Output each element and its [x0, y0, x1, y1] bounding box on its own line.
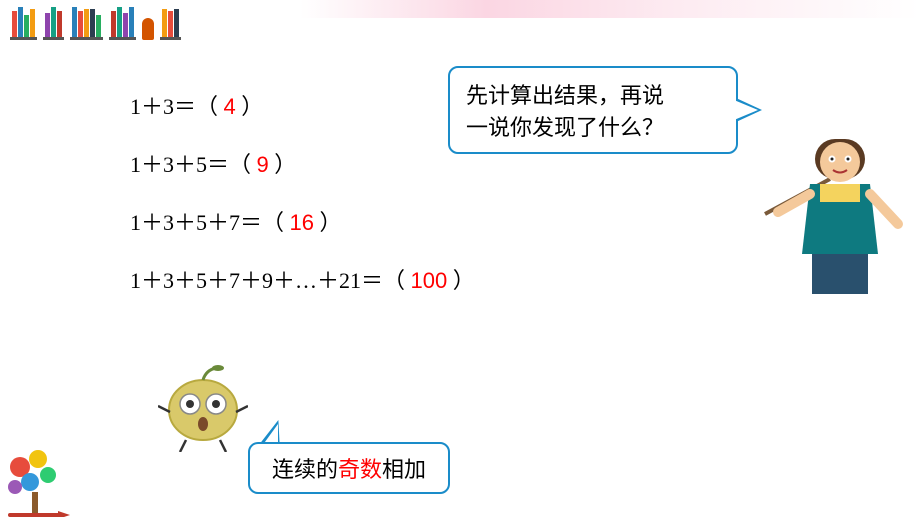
eq-close: ）: [236, 94, 264, 119]
eq-answer: 9: [257, 152, 269, 177]
eq-close: ）: [314, 210, 342, 235]
teacher-illustration: [760, 84, 910, 304]
apple-character: [158, 362, 248, 452]
eq-expr: 1＋3＋5＝（: [130, 152, 257, 177]
eq-expr: 1＋3＋5＋7＋9＋…＋21＝（: [130, 268, 411, 293]
eq-answer: 4: [224, 94, 236, 119]
eq-answer: 16: [290, 210, 314, 235]
speech-line-1: 先计算出结果，再说: [466, 78, 720, 110]
bookshelf-decoration: [10, 2, 310, 40]
eq-expr: 1＋3＝（: [130, 94, 224, 119]
conclusion-box: 连续的奇数相加: [248, 442, 450, 494]
eq-answer: 100: [411, 268, 448, 293]
eq-close: ）: [269, 152, 297, 177]
speech-tail-fill: [734, 100, 758, 120]
corner-decoration: [0, 437, 80, 517]
conclusion-post: 相加: [382, 457, 426, 482]
equation-3: 1＋3＋5＋7＝（ 16 ）: [130, 212, 475, 234]
equation-2: 1＋3＋5＝（ 9 ）: [130, 154, 475, 176]
speech-line-2: 一说你发现了什么？: [466, 110, 720, 142]
top-bar: [0, 0, 920, 48]
equation-1: 1＋3＝（ 4 ）: [130, 96, 475, 118]
equations-block: 1＋3＝（ 4 ） 1＋3＋5＝（ 9 ） 1＋3＋5＋7＝（ 16 ） 1＋3…: [130, 96, 475, 328]
conclusion-highlight: 奇数: [338, 457, 382, 482]
teacher-speech-bubble: 先计算出结果，再说 一说你发现了什么？: [448, 66, 738, 154]
eq-expr: 1＋3＋5＋7＝（: [130, 210, 290, 235]
equation-4: 1＋3＋5＋7＋9＋…＋21＝（ 100 ）: [130, 270, 475, 292]
eq-close: ）: [447, 268, 475, 293]
top-gradient: [300, 0, 920, 18]
conclusion-pre: 连续的: [272, 457, 338, 482]
